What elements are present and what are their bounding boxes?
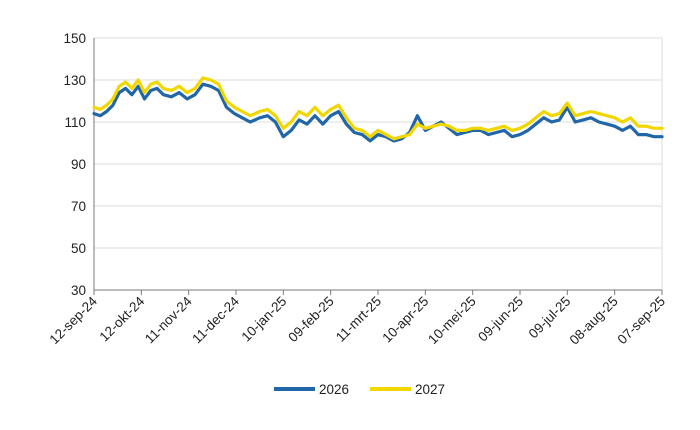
y-tick-label: 70	[71, 199, 86, 214]
y-tick-label: 150	[63, 31, 86, 46]
gridlines	[94, 37, 663, 290]
y-tick-labels: 30 50 70 90 110 130 150	[63, 31, 86, 298]
series-line-2026	[92, 82, 664, 143]
legend-label-2027: 2027	[415, 382, 445, 397]
x-tick-label: 12-okt-24	[97, 293, 148, 344]
x-tick-label: 10-jan-25	[239, 294, 290, 345]
y-tick-label: 50	[71, 241, 86, 256]
x-tick-labels: 12-sep-2412-okt-2411-nov-2411-dec-2410-j…	[47, 290, 669, 348]
x-tick-label: 07-sep-25	[615, 294, 669, 348]
x-tick-label: 08-aug-25	[567, 294, 621, 348]
y-tick-label: 110	[64, 115, 86, 130]
x-tick-label: 09-feb-25	[285, 294, 336, 345]
legend: 2026 2027	[274, 382, 445, 397]
x-tick-label: 11-dec-24	[189, 293, 242, 346]
y-tick-label: 90	[71, 157, 86, 172]
x-tick-label: 10-apr-25	[379, 294, 431, 346]
series-lines	[92, 76, 664, 143]
x-tick-label: 09-jun-25	[475, 294, 526, 345]
series-line-2027	[92, 76, 664, 141]
legend-label-2026: 2026	[319, 382, 349, 397]
y-tick-label: 130	[63, 73, 86, 88]
x-tick-label: 12-sep-24	[47, 293, 101, 347]
y-tick-label: 30	[71, 283, 86, 298]
x-tick-label: 10-mei-25	[425, 294, 479, 348]
x-tick-label: 11-nov-24	[142, 293, 195, 346]
x-tick-label: 09-jul-25	[526, 294, 574, 342]
x-tick-label: 11-mrt-25	[333, 294, 384, 345]
